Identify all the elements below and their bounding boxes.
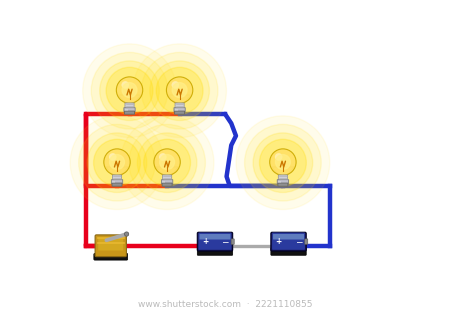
- FancyBboxPatch shape: [231, 239, 234, 244]
- FancyBboxPatch shape: [124, 108, 135, 112]
- Circle shape: [109, 155, 125, 170]
- Circle shape: [236, 116, 330, 209]
- Circle shape: [141, 52, 218, 129]
- Circle shape: [253, 133, 313, 192]
- FancyBboxPatch shape: [199, 234, 230, 239]
- Polygon shape: [169, 95, 191, 103]
- Circle shape: [150, 61, 209, 121]
- FancyBboxPatch shape: [277, 180, 288, 184]
- FancyBboxPatch shape: [175, 103, 184, 108]
- FancyBboxPatch shape: [271, 248, 306, 255]
- Polygon shape: [106, 167, 128, 175]
- Circle shape: [109, 153, 117, 161]
- Circle shape: [122, 81, 129, 89]
- FancyBboxPatch shape: [162, 175, 171, 180]
- Text: www.shutterstock.com  ·  2221110855: www.shutterstock.com · 2221110855: [138, 300, 312, 309]
- Text: −: −: [221, 237, 229, 246]
- Circle shape: [154, 149, 180, 175]
- Circle shape: [275, 153, 283, 161]
- FancyBboxPatch shape: [197, 232, 233, 251]
- Circle shape: [166, 77, 193, 103]
- Polygon shape: [118, 95, 140, 103]
- FancyBboxPatch shape: [278, 183, 288, 186]
- Polygon shape: [272, 167, 294, 175]
- Circle shape: [91, 52, 168, 129]
- Text: +: +: [202, 237, 208, 246]
- Circle shape: [133, 44, 226, 137]
- Circle shape: [79, 124, 155, 201]
- FancyBboxPatch shape: [125, 103, 134, 108]
- Circle shape: [125, 232, 129, 236]
- Bar: [175, 109, 178, 111]
- Bar: [162, 181, 165, 183]
- FancyBboxPatch shape: [95, 235, 126, 257]
- Circle shape: [129, 124, 205, 201]
- FancyBboxPatch shape: [162, 180, 173, 184]
- Text: −: −: [295, 237, 302, 246]
- FancyBboxPatch shape: [175, 111, 184, 114]
- FancyBboxPatch shape: [94, 254, 128, 260]
- Circle shape: [87, 133, 147, 192]
- Circle shape: [245, 124, 321, 201]
- FancyBboxPatch shape: [305, 239, 308, 244]
- Circle shape: [275, 155, 290, 170]
- Bar: [112, 181, 115, 183]
- FancyBboxPatch shape: [197, 248, 233, 255]
- Circle shape: [160, 155, 175, 170]
- Circle shape: [117, 77, 143, 103]
- Circle shape: [171, 81, 179, 89]
- Circle shape: [172, 83, 187, 98]
- Circle shape: [104, 149, 130, 175]
- Circle shape: [159, 153, 166, 161]
- FancyBboxPatch shape: [271, 232, 306, 251]
- Circle shape: [106, 67, 153, 114]
- FancyBboxPatch shape: [198, 233, 231, 250]
- Circle shape: [120, 116, 214, 209]
- FancyBboxPatch shape: [112, 180, 123, 184]
- FancyBboxPatch shape: [125, 111, 135, 114]
- Circle shape: [83, 44, 176, 137]
- Circle shape: [122, 83, 137, 98]
- Bar: [125, 109, 127, 111]
- Circle shape: [100, 61, 159, 121]
- FancyBboxPatch shape: [112, 175, 122, 180]
- FancyBboxPatch shape: [279, 175, 288, 180]
- Circle shape: [70, 116, 164, 209]
- Bar: [278, 181, 281, 183]
- Circle shape: [94, 139, 140, 186]
- Circle shape: [137, 133, 197, 192]
- FancyBboxPatch shape: [162, 183, 172, 186]
- Circle shape: [260, 139, 306, 186]
- FancyBboxPatch shape: [98, 238, 123, 250]
- Circle shape: [270, 149, 296, 175]
- Circle shape: [156, 67, 203, 114]
- Text: +: +: [275, 237, 282, 246]
- FancyBboxPatch shape: [112, 183, 122, 186]
- Circle shape: [144, 139, 190, 186]
- FancyBboxPatch shape: [174, 108, 185, 112]
- FancyBboxPatch shape: [272, 233, 305, 250]
- Polygon shape: [156, 167, 178, 175]
- FancyBboxPatch shape: [273, 234, 304, 239]
